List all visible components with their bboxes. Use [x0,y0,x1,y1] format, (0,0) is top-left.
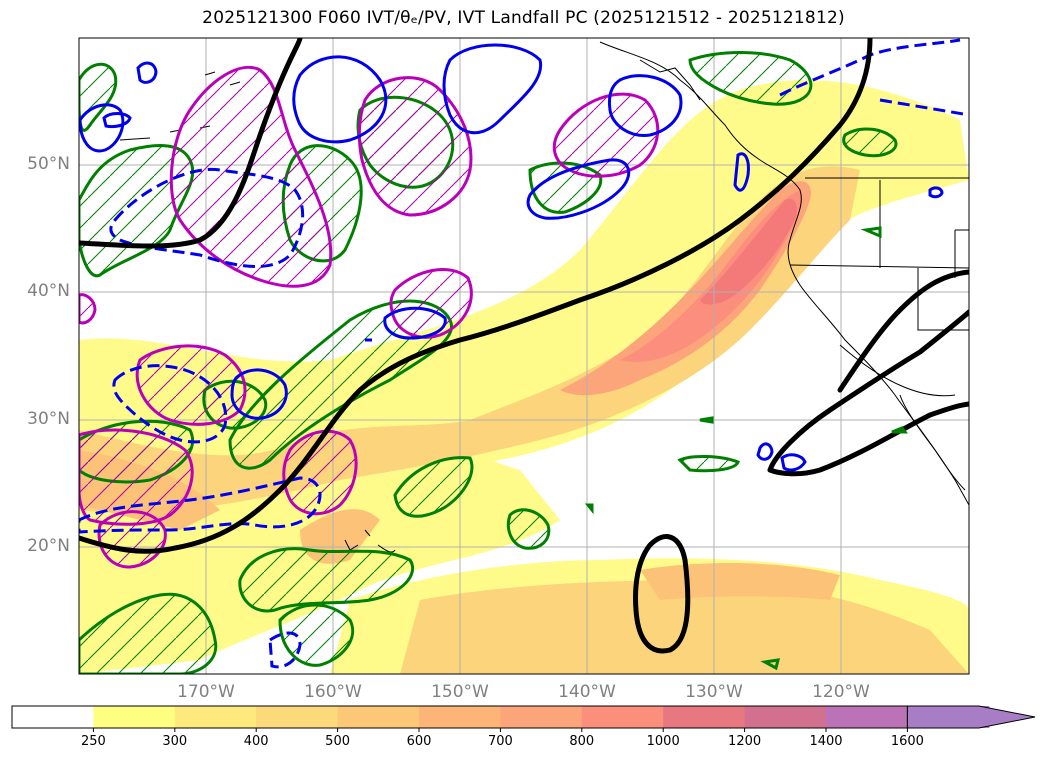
map-panel [79,38,969,674]
lon-label-170w: 170°W [177,682,235,702]
theta-e-contours [79,38,969,654]
colorbar-segment [419,706,501,728]
colorbar-tick-label: 800 [569,734,595,749]
pv-blue-contours [79,43,944,472]
colorbar-tick-label: 1600 [890,734,924,749]
colorbar-tick-label: 250 [80,734,106,749]
colorbar-tick-label: 1200 [728,734,762,749]
colorbar-segment [581,706,664,728]
colorbar-tick-label: 400 [243,734,269,749]
coastlines [119,41,969,553]
colorbar-segment [12,706,94,728]
colorbar-segment [93,706,176,728]
colorbar-extend-arrow [906,705,1036,729]
colorbar-segment [826,706,908,728]
colorbar-tick-label: 500 [325,734,350,749]
colorbar-tick-label: 1400 [809,734,843,749]
lon-label-130w: 130°W [685,682,743,702]
lat-label-40n: 40°N [27,281,70,301]
lat-label-20n: 20°N [27,536,70,556]
map-border [78,37,970,675]
colorbar-segment [663,706,746,728]
lat-label-30n: 30°N [27,409,70,429]
pv-magenta-hatched-contours [79,65,660,569]
colorbar-segment [744,706,827,728]
colorbar-tick-label: 600 [406,734,432,749]
lon-label-150w: 150°W [431,682,489,702]
colorbar-segment [256,706,339,728]
colorbar-tick-label: 300 [162,734,188,749]
lon-label-160w: 160°W [304,682,362,702]
colorbar-tick-label: 1000 [646,734,680,749]
lon-label-140w: 140°W [558,682,616,702]
green-small-contours [584,226,908,671]
colorbar-segment [337,706,420,728]
map-title: 2025121300 F060 IVT/θₑ/PV, IVT Landfall … [202,8,845,28]
colorbar-segment [174,706,257,728]
lon-label-120w: 120°W [812,682,870,702]
colorbar-tick-label: 700 [487,734,513,749]
colorbar-segment [500,706,583,728]
pv-blue-dashed-contours [79,38,969,669]
colorbar [11,705,1036,732]
colorbar-outline [11,705,908,729]
lat-label-50n: 50°N [27,154,70,174]
